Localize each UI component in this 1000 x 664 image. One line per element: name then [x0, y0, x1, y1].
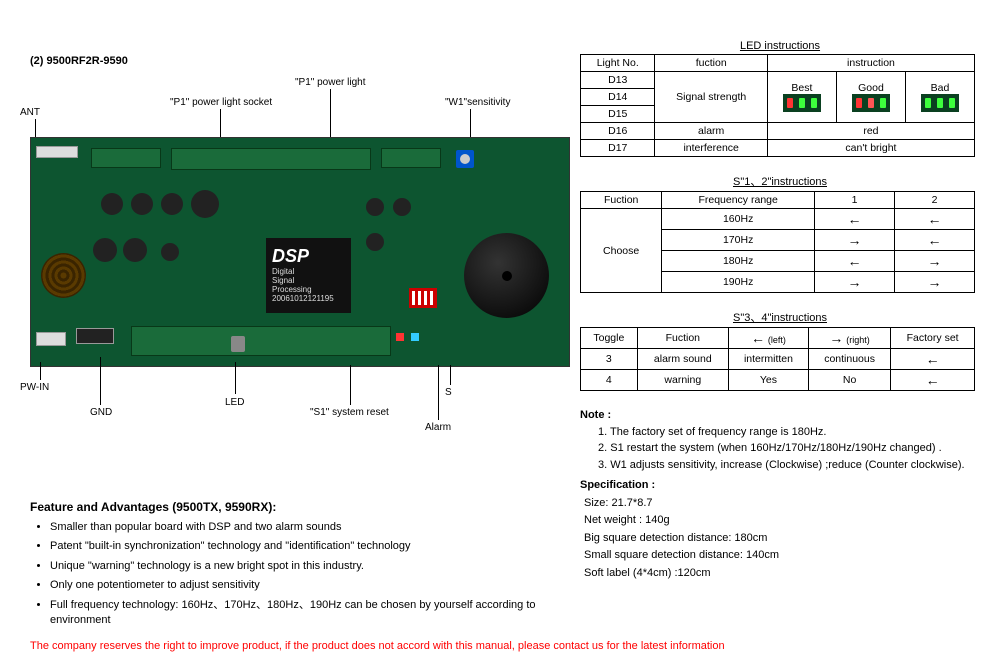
- dip-switch: [409, 288, 437, 308]
- disclaimer-text: The company reserves the right to improv…: [30, 640, 725, 652]
- trimpot-w1: [456, 150, 474, 168]
- s12-table-title: S"1、2"instructions: [580, 173, 980, 189]
- callout-gnd: GND: [90, 407, 112, 418]
- led-table: Light No. fuction instruction D13 Signal…: [580, 54, 975, 157]
- model-number: (2) 9500RF2R-9590: [30, 55, 570, 67]
- feature-item: Smaller than popular board with DSP and …: [50, 520, 570, 535]
- callout-p1-light: "P1" power light: [295, 77, 365, 88]
- inductor-coil: [41, 253, 86, 298]
- led-table-title: LED instructions: [580, 40, 980, 52]
- s34-table: Toggle Fuction (left) (right) Factory se…: [580, 327, 975, 391]
- callout-alarm: Alarm: [425, 422, 451, 433]
- pcb-board: DSP Digital Signal Processing 2006101212…: [30, 137, 570, 367]
- s12-table: Fuction Frequency range 1 2 Choose 160Hz…: [580, 191, 975, 293]
- buzzer: [464, 233, 549, 318]
- callout-pwin: PW-IN: [20, 382, 49, 393]
- pcb-diagram: ANT "P1" power light socket "P1" power l…: [30, 77, 570, 437]
- spec-block: Specification : Size: 21.7*8.7 Net weigh…: [580, 477, 980, 583]
- feature-item: Unique "warning" technology is a new bri…: [50, 559, 570, 574]
- s34-table-title: S"3、4"instructions: [580, 309, 980, 325]
- dsp-chip: DSP Digital Signal Processing 2006101212…: [266, 238, 351, 313]
- feature-item: Patent "built-in synchronization" techno…: [50, 539, 570, 554]
- features-title: Feature and Advantages (9500TX, 9590RX):: [30, 500, 570, 514]
- callout-p1-socket: "P1" power light socket: [170, 97, 272, 108]
- notes-block: Note : 1. The factory set of frequency r…: [580, 407, 980, 473]
- callout-ant: ANT: [20, 107, 40, 118]
- feature-item: Only one potentiometer to adjust sensiti…: [50, 578, 570, 593]
- feature-item: Full frequency technology: 160Hz、170Hz、1…: [50, 598, 570, 629]
- callout-s: S: [445, 387, 452, 398]
- callout-w1: "W1"sensitivity: [445, 97, 510, 108]
- callout-led: LED: [225, 397, 244, 408]
- features-block: Feature and Advantages (9500TX, 9590RX):…: [30, 500, 570, 632]
- callout-s1: "S1" system reset: [310, 407, 389, 418]
